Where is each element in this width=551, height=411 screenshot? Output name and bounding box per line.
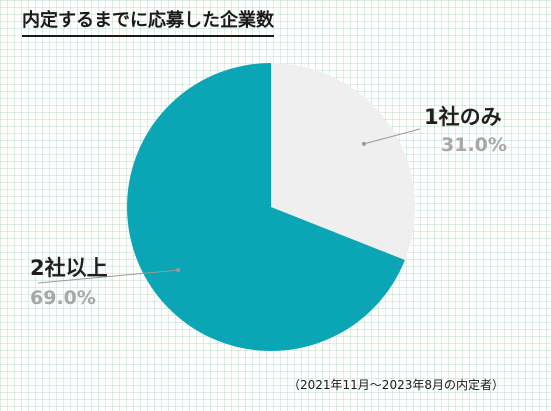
slice-label-1sha-nomi: 1社のみ xyxy=(424,105,502,129)
chart-footnote: （2021年11月～2023年8月の内定者） xyxy=(288,378,504,392)
pie-slice-1 xyxy=(271,63,415,261)
slice-value-1sha-nomi: 31.0% xyxy=(441,134,507,156)
leader-line-1 xyxy=(363,128,421,145)
leader-dot-2 xyxy=(176,268,181,273)
leader-line-2 xyxy=(37,269,179,284)
leader-dot-1 xyxy=(361,141,366,146)
slice-value-2sha-ijo: 69.0% xyxy=(30,287,96,309)
slice-label-2sha-ijo: 2社以上 xyxy=(30,256,108,280)
pie-slice-2 xyxy=(127,63,405,351)
chart-title: 内定するまでに応募した企業数 xyxy=(22,10,274,37)
